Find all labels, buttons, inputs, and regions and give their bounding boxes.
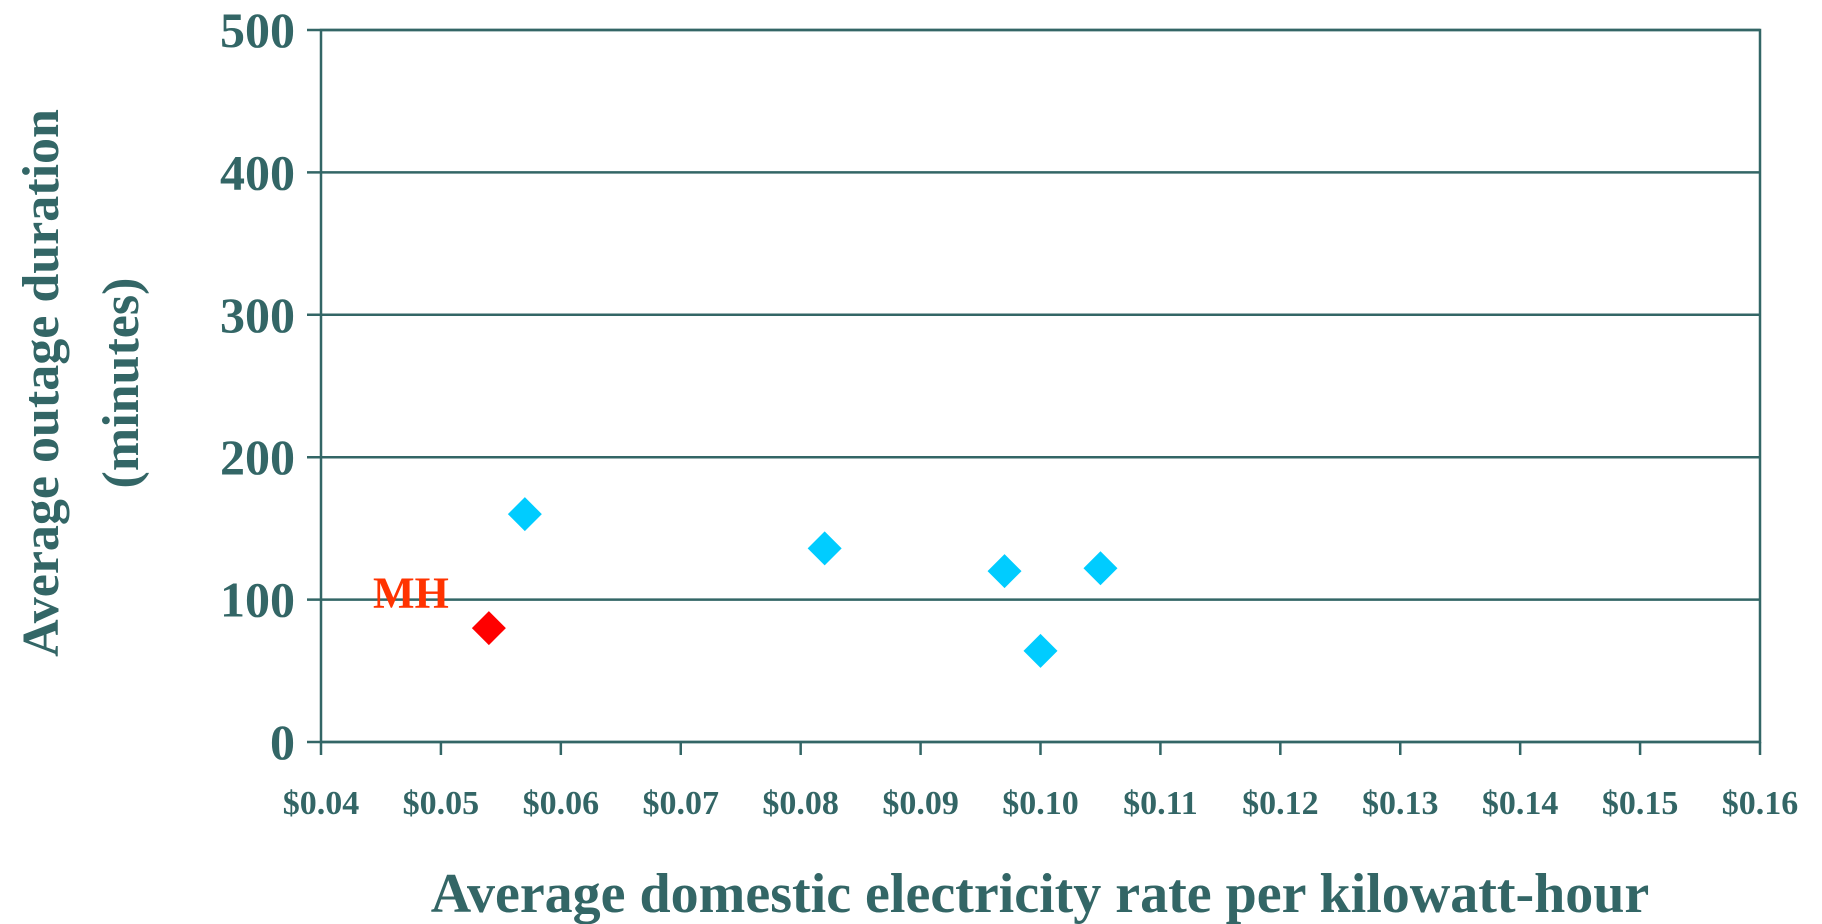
x-tick-label: $0.16: [1722, 785, 1799, 822]
x-tick-label: $0.05: [403, 785, 480, 822]
data-point: [1083, 551, 1118, 586]
y-axis-tick-labels: 0 100 200 300 400 500: [220, 2, 295, 770]
x-tick-label: $0.12: [1242, 785, 1319, 822]
data-points: [471, 497, 1118, 668]
y-tick-label: 100: [220, 572, 295, 628]
x-tick-label: $0.07: [643, 785, 720, 822]
x-tick-label: $0.13: [1362, 785, 1439, 822]
gridlines: [307, 28, 1760, 744]
x-tick-label: $0.08: [762, 785, 839, 822]
annotation-label: MH: [373, 569, 449, 618]
x-axis-title: Average domestic electricity rate per ki…: [431, 863, 1650, 924]
x-axis-tick-labels: $0.04 $0.05 $0.06 $0.07 $0.08 $0.09 $0.10 $0.11…: [283, 785, 1799, 822]
x-axis-ticks: [319, 742, 1762, 755]
y-tick-label: 400: [220, 144, 295, 200]
data-point: [507, 497, 542, 532]
y-tick-label: 0: [270, 714, 295, 770]
y-tick-label: 300: [220, 287, 295, 343]
x-tick-label: $0.06: [523, 785, 600, 822]
y-tick-label: 500: [220, 2, 295, 58]
x-tick-label: $0.11: [1123, 785, 1198, 822]
x-tick-label: $0.14: [1482, 785, 1559, 822]
x-tick-label: $0.10: [1002, 785, 1079, 822]
y-axis-title-line-2: (minutes): [93, 278, 150, 489]
data-point: [1023, 633, 1058, 668]
y-tick-label: 200: [220, 429, 295, 485]
annotations: MH: [373, 569, 449, 618]
y-axis-title-line-1: Average outage duration: [13, 109, 70, 657]
x-tick-label: $0.04: [283, 785, 360, 822]
y-axis-title: Average outage duration (minutes): [13, 109, 150, 657]
data-point: [807, 531, 842, 566]
data-point-highlight: [471, 611, 506, 646]
x-tick-label: $0.15: [1602, 785, 1679, 822]
x-tick-label: $0.09: [882, 785, 959, 822]
data-point: [987, 554, 1022, 589]
